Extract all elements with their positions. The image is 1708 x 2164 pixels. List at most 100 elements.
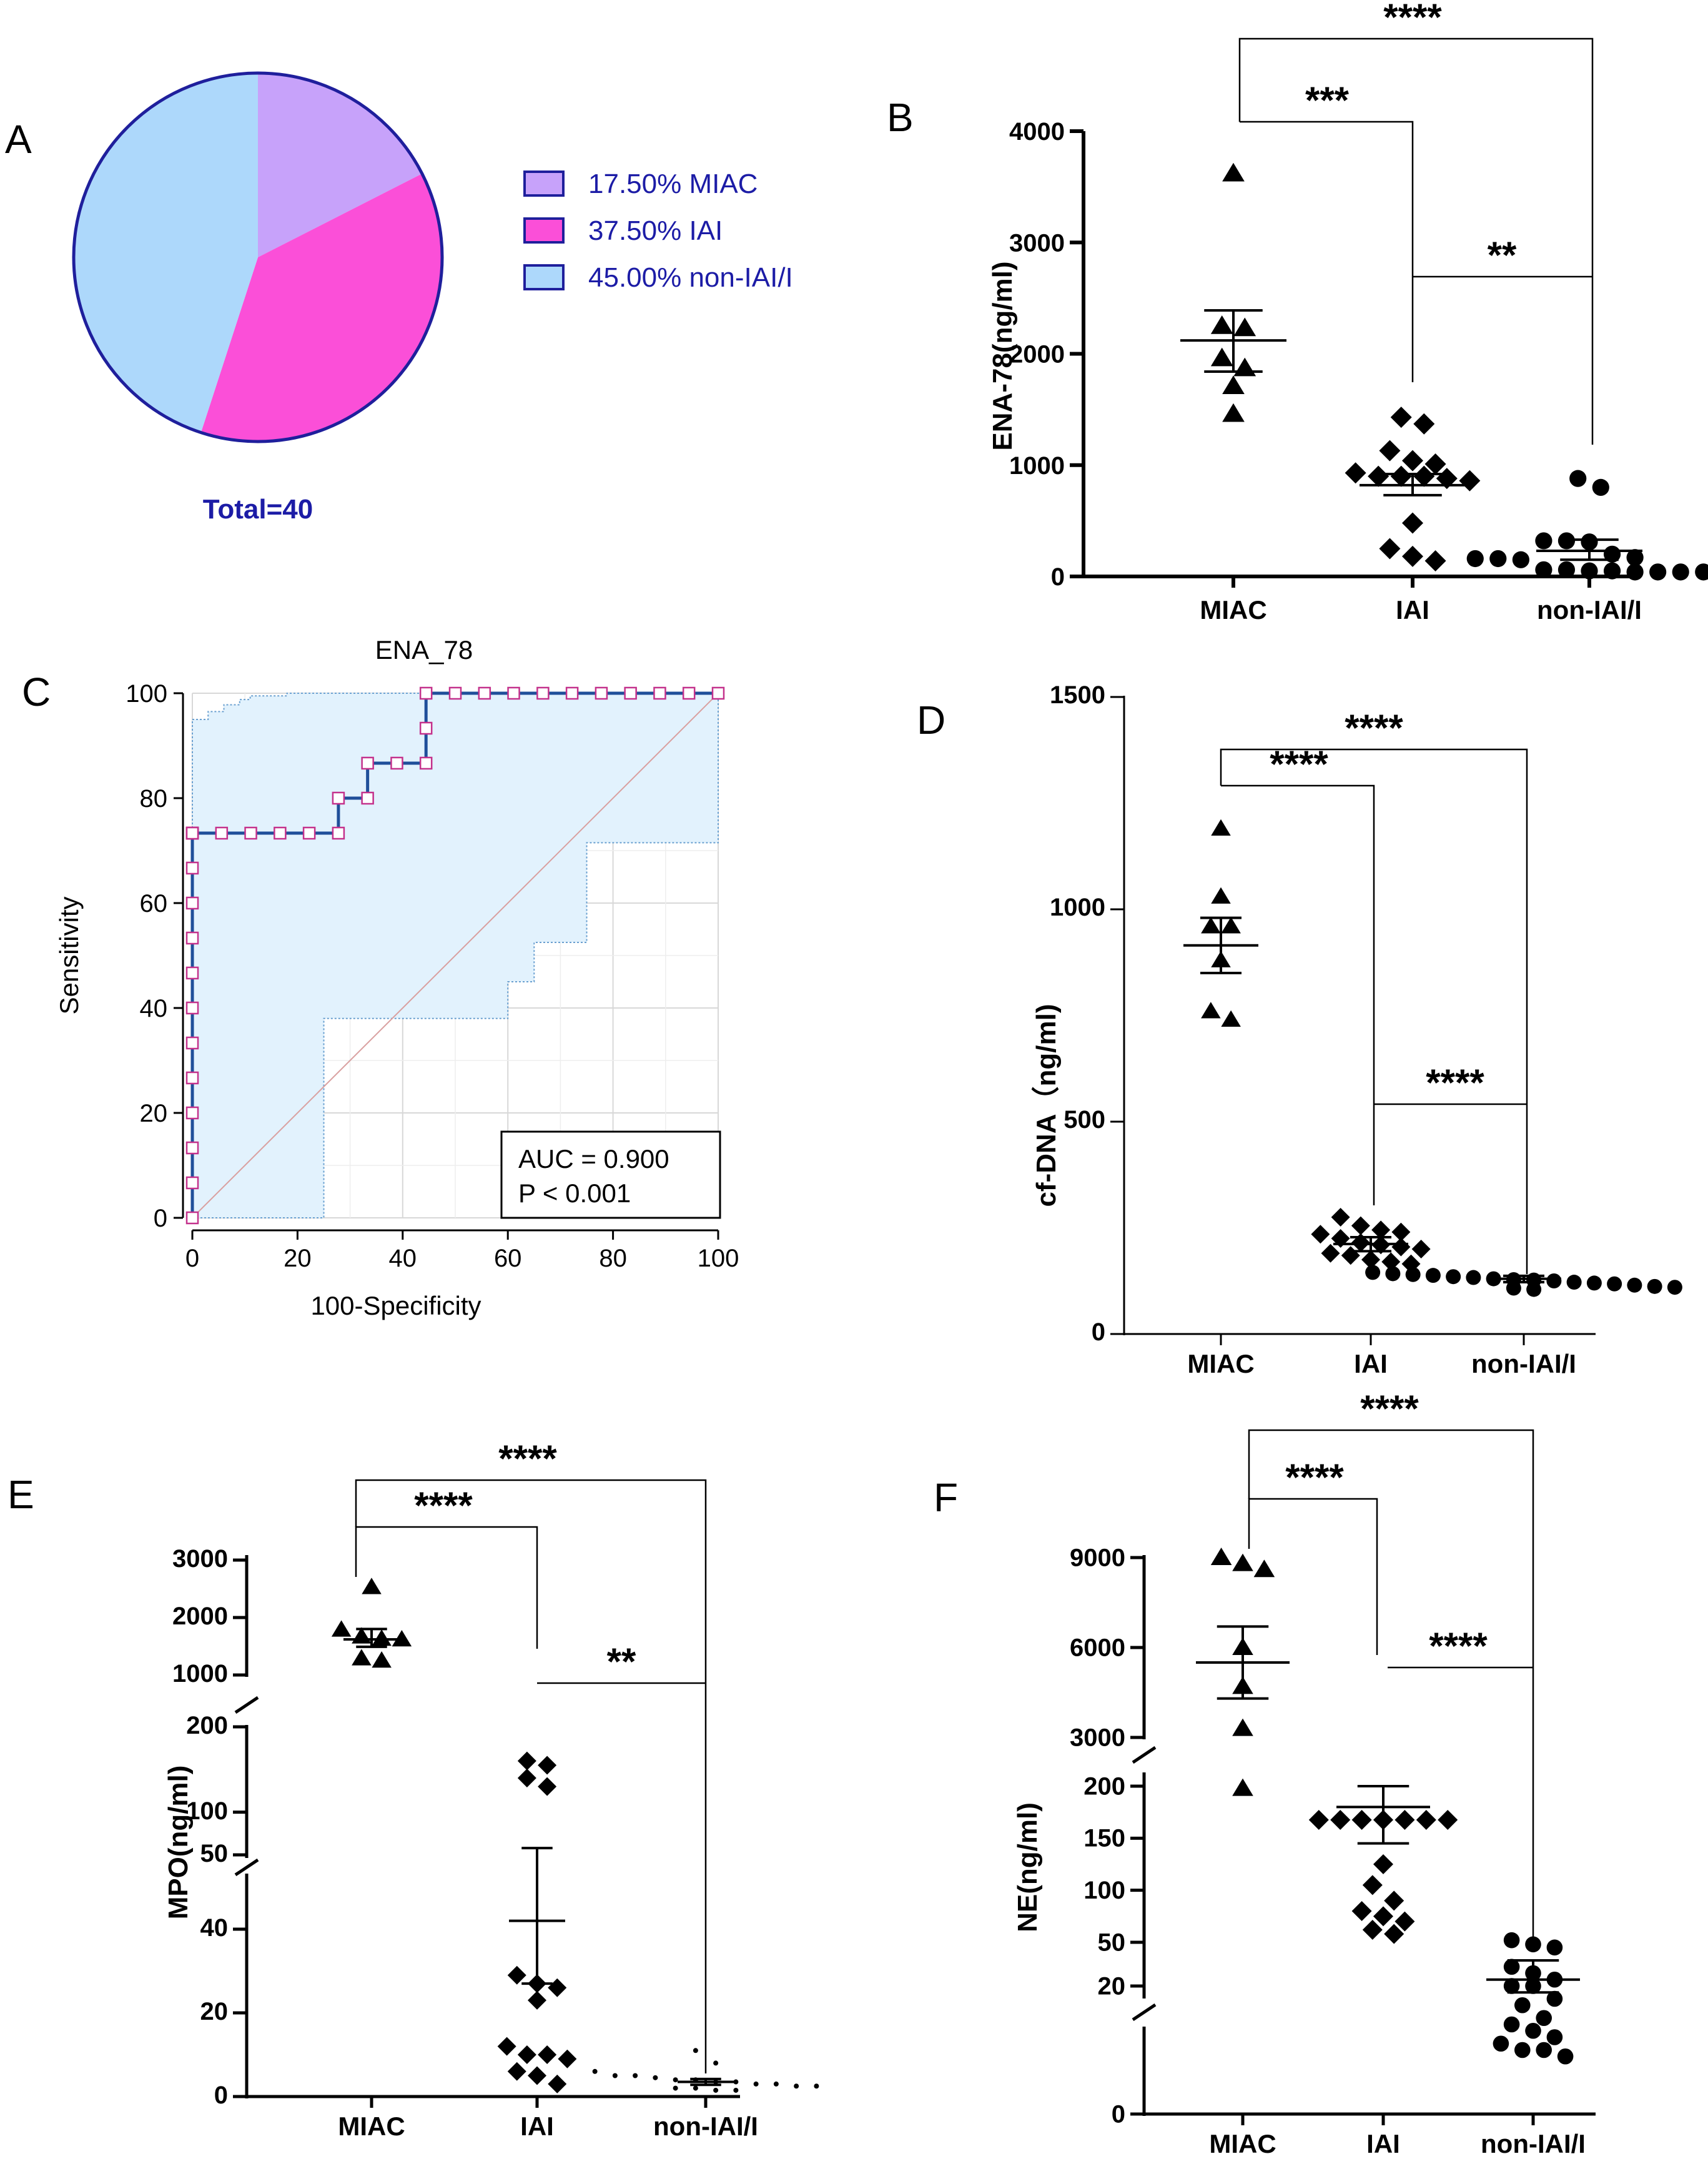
point-1-3	[1402, 450, 1423, 472]
y-tick-label-200: 200	[186, 1712, 228, 1739]
category-label-2: non-IAI/I	[1471, 1349, 1576, 1378]
point-1-7	[528, 1990, 546, 2010]
point-2-1	[713, 2060, 719, 2066]
point-1-8	[1362, 1875, 1383, 1895]
point-2-16	[713, 2087, 719, 2093]
point-2-12	[1581, 562, 1598, 580]
y-tick-label-0: 0	[1112, 2100, 1125, 2128]
point-0-6	[1221, 1010, 1241, 1027]
point-2-1	[1385, 1266, 1401, 1282]
point-1-10	[1351, 1901, 1372, 1921]
point-0-5	[352, 1649, 372, 1666]
point-1-9	[1384, 1890, 1404, 1911]
point-1-5	[1416, 1810, 1436, 1830]
significance-label-0: ***	[1305, 79, 1350, 121]
roc-point-28	[419, 686, 433, 700]
significance-bracket-0	[1221, 784, 1375, 1205]
y-tick-label-0: 0	[1051, 563, 1065, 591]
category-label-2: non-IAI/I	[653, 2112, 758, 2141]
point-0-4	[1210, 347, 1233, 367]
y-tick-label-1500: 1500	[1050, 681, 1105, 709]
point-2-8	[1512, 551, 1529, 568]
significance-label-1: ****	[1383, 0, 1442, 38]
point-2-3	[612, 2073, 618, 2078]
point-0-1	[1253, 1559, 1275, 1578]
point-0-4	[392, 1629, 412, 1647]
point-1-7	[1373, 1854, 1393, 1874]
y-tick-label-0: 0	[154, 1205, 167, 1232]
point-2-14	[673, 2085, 678, 2091]
axis-break-1	[234, 1858, 259, 1877]
point-0-1	[1211, 887, 1231, 904]
category-label-2: non-IAI/I	[1537, 595, 1642, 625]
point-1-0	[517, 1751, 536, 1771]
point-2-12	[1525, 2022, 1541, 2039]
roc-point-24	[361, 756, 374, 770]
point-2-12	[794, 2083, 799, 2089]
point-1-4	[1311, 1225, 1330, 1244]
roc-point-33	[565, 686, 579, 700]
significance-bracket-1	[1238, 37, 1594, 445]
point-1-14	[1384, 1924, 1404, 1944]
y-axis-label: NE(ng/ml)	[1012, 1802, 1043, 1932]
point-1-13	[528, 2066, 546, 2085]
point-0-5	[1222, 375, 1245, 394]
point-1-4	[1395, 1810, 1415, 1830]
category-label-1: IAI	[520, 2112, 554, 2141]
pie-slice-non-iai-i	[74, 73, 258, 433]
roc-point-25	[390, 756, 403, 770]
point-1-6	[548, 1978, 567, 1997]
roc-point-9	[185, 896, 199, 910]
axis-break-1	[1132, 2003, 1157, 2022]
x-tick-label-40: 40	[389, 1245, 417, 1272]
y-axis-label: cf-DNA（ng/ml)	[1031, 1004, 1062, 1207]
point-2-17	[1526, 1282, 1542, 1297]
point-0-3	[1233, 357, 1256, 377]
roc-point-38	[711, 686, 725, 700]
point-2-12	[1607, 1276, 1622, 1292]
point-2-16	[1506, 1280, 1521, 1296]
point-1-9	[517, 2045, 536, 2064]
point-1-8	[497, 2037, 516, 2056]
point-1-10	[1321, 1243, 1340, 1263]
panel-label-b: B	[887, 95, 914, 140]
point-1-11	[1373, 1906, 1393, 1927]
y-tick-label-3000: 3000	[1009, 229, 1065, 257]
y-tick-label-3000: 3000	[1070, 1724, 1125, 1751]
point-2-4	[633, 2073, 638, 2078]
y-tick-label-0: 0	[1092, 1318, 1105, 1346]
point-2-17	[1557, 2048, 1574, 2065]
point-2-9	[1489, 550, 1507, 568]
pie-slice-iai	[200, 174, 442, 442]
roc-curve	[190, 691, 718, 1218]
point-2-11	[1586, 1275, 1602, 1291]
legend-label-0: 17.50% MIAC	[588, 169, 758, 199]
point-1-2	[1351, 1810, 1372, 1830]
point-2-15	[693, 2085, 698, 2091]
point-1-14	[548, 2074, 567, 2093]
y-tick-label-500: 500	[1064, 1106, 1105, 1134]
point-2-0	[1569, 470, 1587, 487]
point-2-11	[1503, 2016, 1520, 2033]
y-tick-label-50: 50	[1098, 1929, 1126, 1956]
point-1-13	[1381, 1252, 1401, 1272]
category-label-0: MIAC	[1200, 595, 1266, 625]
y-tick-label-2000: 2000	[1009, 341, 1065, 368]
point-1-11	[1341, 1246, 1360, 1265]
point-2-17	[733, 2087, 739, 2093]
point-2-10	[1566, 1275, 1582, 1290]
legend-swatch-1	[523, 217, 565, 244]
roc-point-20	[302, 826, 316, 840]
point-1-2	[1371, 1220, 1391, 1240]
y-tick-label-2000: 2000	[172, 1603, 228, 1630]
point-2-4	[1446, 1269, 1461, 1285]
pie-total: Total=40	[203, 494, 313, 525]
point-1-2	[517, 1769, 536, 1787]
point-0-1	[1210, 315, 1233, 334]
point-2-15	[1514, 2042, 1531, 2058]
y-tick-label-3000: 3000	[172, 1545, 228, 1573]
y-tick-label-1000: 1000	[1050, 894, 1105, 921]
point-0-2	[1233, 317, 1256, 337]
point-2-2	[1405, 1267, 1421, 1282]
